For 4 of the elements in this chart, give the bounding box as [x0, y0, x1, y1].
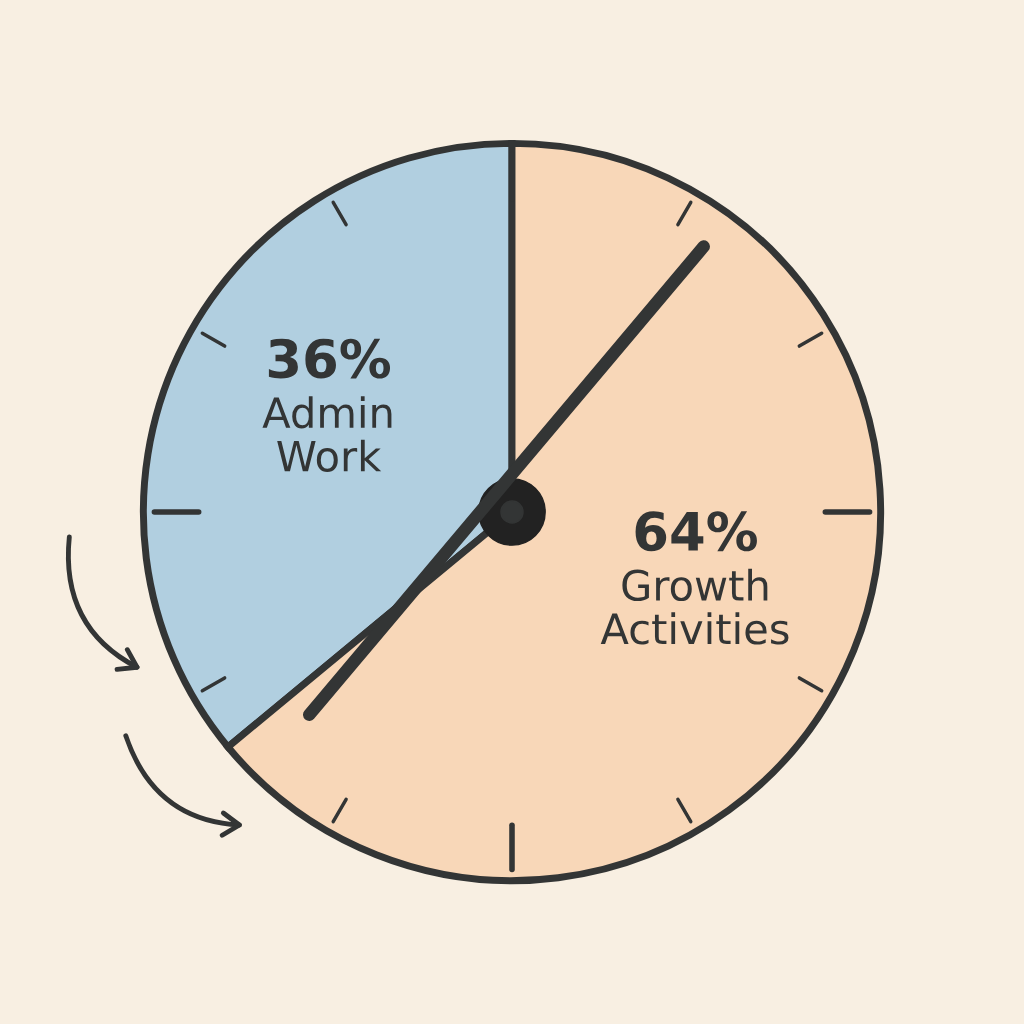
slice-label: Growth Activities [600, 568, 789, 645]
data-label: 64% [635, 511, 757, 552]
slice-label: Admin Work [262, 396, 392, 472]
data-label: 36% [268, 338, 391, 379]
